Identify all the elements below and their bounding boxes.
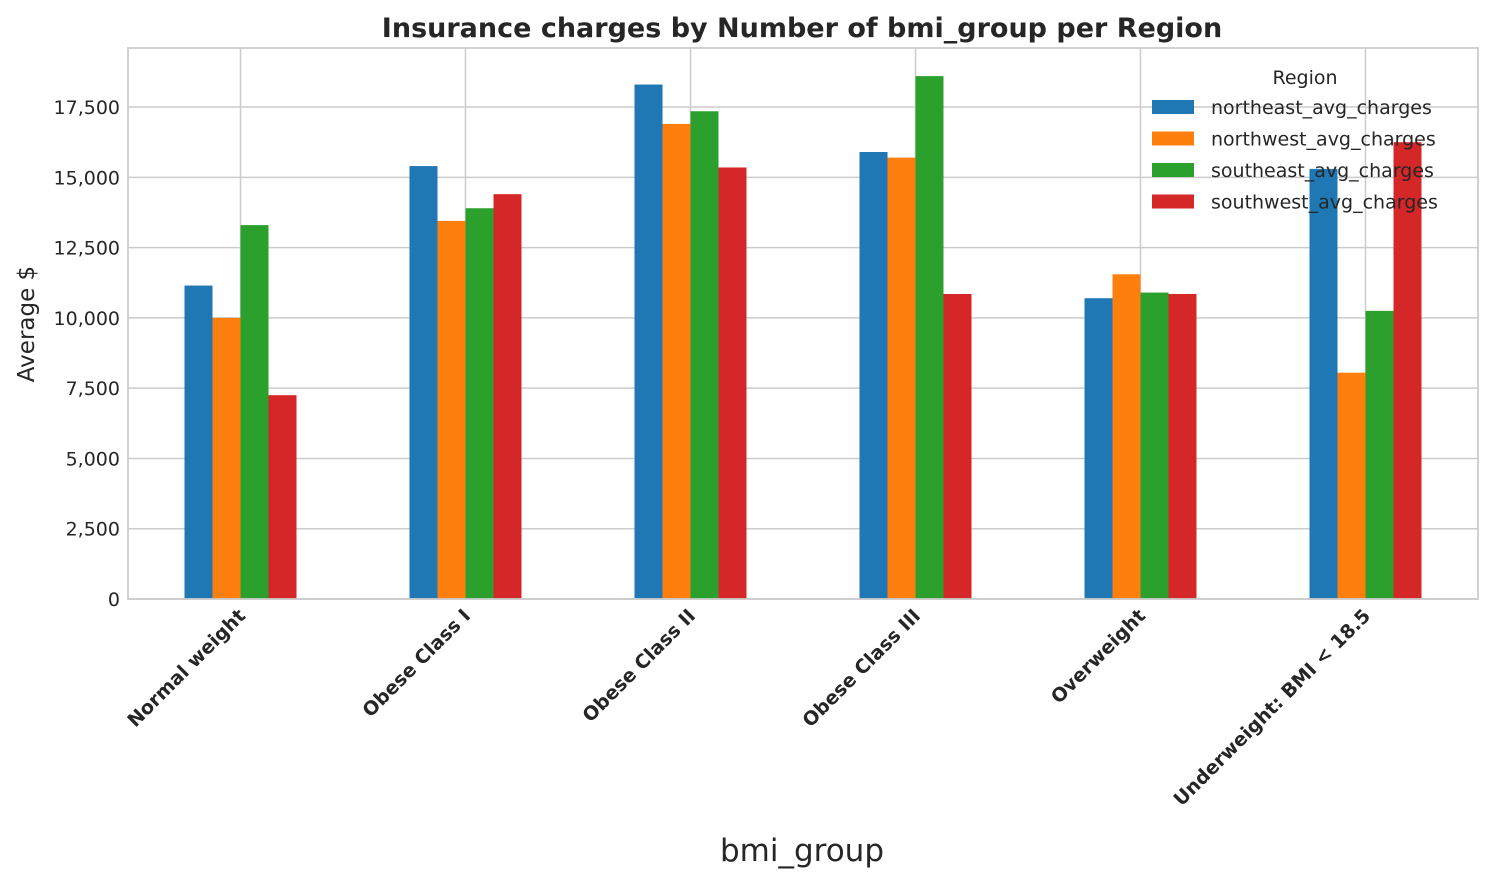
bar-northeast-avg-charges-1	[409, 166, 438, 600]
bar-northwest-avg-charges-0	[212, 317, 241, 599]
bar-northeast-avg-charges-3	[859, 152, 888, 599]
x-tick-label: Normal weight	[123, 605, 250, 732]
y-tick-label: 0	[108, 589, 120, 611]
plot-frame	[127, 47, 1479, 600]
legend-item-label: northeast_avg_charges	[1211, 97, 1432, 119]
bar-northeast-avg-charges-4	[1084, 298, 1113, 599]
bar-southeast-avg-charges-5	[1365, 310, 1394, 599]
legend-swatch	[1152, 100, 1194, 114]
bar-southwest-avg-charges-0	[268, 395, 297, 599]
bar-southeast-avg-charges-1	[465, 208, 494, 599]
x-tick-labels: Normal weight Obese Class I Obese Class II…	[123, 605, 1375, 811]
x-tick-label: Underweight: BMI < 18.5	[1169, 605, 1375, 811]
y-tick-label: 7,500	[66, 378, 120, 400]
y-tick-labels: 0 2,500 5,000 7,500 10,000 12,500 15,000 17,500	[54, 97, 120, 611]
legend-item-label: southwest_avg_charges	[1211, 192, 1438, 214]
x-tick-label: Obese Class I	[358, 605, 475, 722]
bar-southwest-avg-charges-1	[493, 194, 522, 600]
bar-northeast-avg-charges-5	[1309, 168, 1338, 599]
bar-northwest-avg-charges-5	[1337, 372, 1366, 599]
bar-southeast-avg-charges-4	[1140, 292, 1169, 599]
bar-northwest-avg-charges-1	[437, 220, 466, 599]
bar-northeast-avg-charges-2	[634, 84, 663, 600]
y-tick-label: 10,000	[54, 308, 120, 330]
bar-southeast-avg-charges-3	[915, 76, 944, 599]
legend: Region northeast_avg_charges northwest_av…	[1152, 67, 1438, 214]
legend-item-label: southeast_avg_charges	[1211, 160, 1434, 182]
x-tick-label: Obese Class II	[578, 605, 700, 727]
y-axis-label: Average $	[14, 266, 40, 382]
legend-swatch	[1152, 194, 1194, 209]
bar-northeast-avg-charges-0	[184, 285, 213, 599]
y-tick-label: 12,500	[54, 238, 120, 260]
bar-northwest-avg-charges-3	[887, 157, 916, 599]
bar-southwest-avg-charges-2	[718, 167, 747, 599]
bar-southeast-avg-charges-0	[240, 225, 269, 599]
y-tick-label: 2,500	[66, 519, 120, 541]
x-tick-label: Obese Class III	[798, 605, 925, 732]
bar-southwest-avg-charges-4	[1168, 293, 1197, 599]
legend-swatch	[1152, 131, 1194, 146]
y-tick-label: 5,000	[66, 448, 120, 470]
bar-southwest-avg-charges-3	[943, 293, 972, 599]
y-tick-label: 17,500	[54, 97, 120, 119]
x-tick-label: Overweight	[1047, 605, 1150, 708]
legend-swatch	[1152, 163, 1194, 177]
legend-item-label: northwest_avg_charges	[1211, 129, 1436, 151]
legend-title: Region	[1272, 67, 1337, 89]
y-tick-label: 15,000	[54, 167, 120, 189]
chart-title: Insurance charges by Number of bmi_group…	[382, 13, 1222, 44]
bar-northwest-avg-charges-2	[662, 123, 691, 599]
bar-northwest-avg-charges-4	[1112, 274, 1141, 599]
bar-southwest-avg-charges-5	[1393, 142, 1422, 599]
bars	[184, 76, 1422, 600]
x-axis-label: bmi_group	[720, 833, 884, 869]
bar-southeast-avg-charges-2	[690, 111, 719, 599]
